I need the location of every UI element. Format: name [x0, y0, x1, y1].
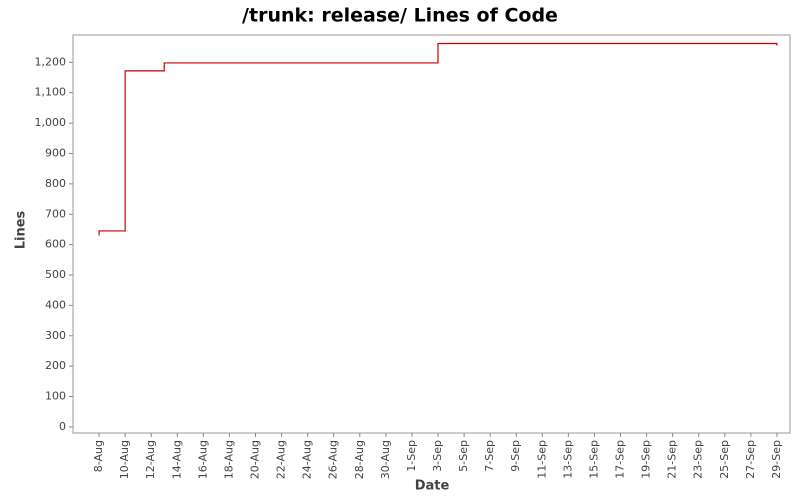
- y-tick-label: 200: [45, 359, 66, 372]
- x-tick-label: 3-Sep: [431, 440, 444, 472]
- y-tick-label: 0: [59, 420, 66, 433]
- x-tick-label: 17-Sep: [614, 440, 627, 479]
- y-tick-label: 1,200: [35, 55, 67, 68]
- y-tick-label: 1,000: [35, 116, 67, 129]
- y-tick-label: 100: [45, 390, 66, 403]
- x-tick-label: 7-Sep: [483, 440, 496, 472]
- x-tick-label: 27-Sep: [744, 440, 757, 479]
- x-tick-label: 5-Sep: [457, 440, 470, 472]
- x-tick-label: 15-Sep: [587, 440, 600, 479]
- x-axis-label: Date: [415, 479, 450, 494]
- x-tick-label: 16-Aug: [196, 440, 209, 479]
- x-tick-label: 18-Aug: [222, 440, 235, 479]
- x-tick-label: 19-Sep: [640, 440, 653, 479]
- x-tick-label: 28-Aug: [353, 440, 366, 479]
- x-tick-label: 10-Aug: [118, 440, 131, 479]
- x-tick-label: 30-Aug: [379, 440, 392, 479]
- x-tick-label: 12-Aug: [144, 440, 157, 479]
- x-tick-label: 9-Sep: [509, 440, 522, 472]
- x-tick-label: 13-Sep: [561, 440, 574, 479]
- y-tick-label: 400: [45, 298, 66, 311]
- y-tick-label: 600: [45, 238, 66, 251]
- x-tick-label: 25-Sep: [718, 440, 731, 479]
- y-tick-label: 900: [45, 146, 66, 159]
- y-tick-label: 500: [45, 268, 66, 281]
- y-tick-label: 700: [45, 207, 66, 220]
- plot-area: [72, 34, 791, 434]
- x-tick-label: 24-Aug: [301, 440, 314, 479]
- y-tick-label: 800: [45, 177, 66, 190]
- y-axis-label: Lines: [14, 210, 29, 249]
- x-tick-label: 1-Sep: [405, 440, 418, 472]
- x-tick-label: 14-Aug: [170, 440, 183, 479]
- x-tick-label: 29-Sep: [770, 440, 783, 479]
- x-tick-label: 20-Aug: [249, 440, 262, 479]
- y-tick-label: 1,100: [35, 86, 67, 99]
- x-tick-label: 23-Sep: [692, 440, 705, 479]
- x-tick-label: 26-Aug: [327, 440, 340, 479]
- x-tick-label: 11-Sep: [535, 440, 548, 479]
- y-tick-label: 300: [45, 329, 66, 342]
- line: [98, 42, 778, 236]
- x-tick-label: 21-Sep: [666, 440, 679, 479]
- x-tick-label: 8-Aug: [92, 440, 105, 472]
- x-tick-label: 22-Aug: [275, 440, 288, 479]
- chart-title: /trunk: release/ Lines of Code: [242, 5, 558, 27]
